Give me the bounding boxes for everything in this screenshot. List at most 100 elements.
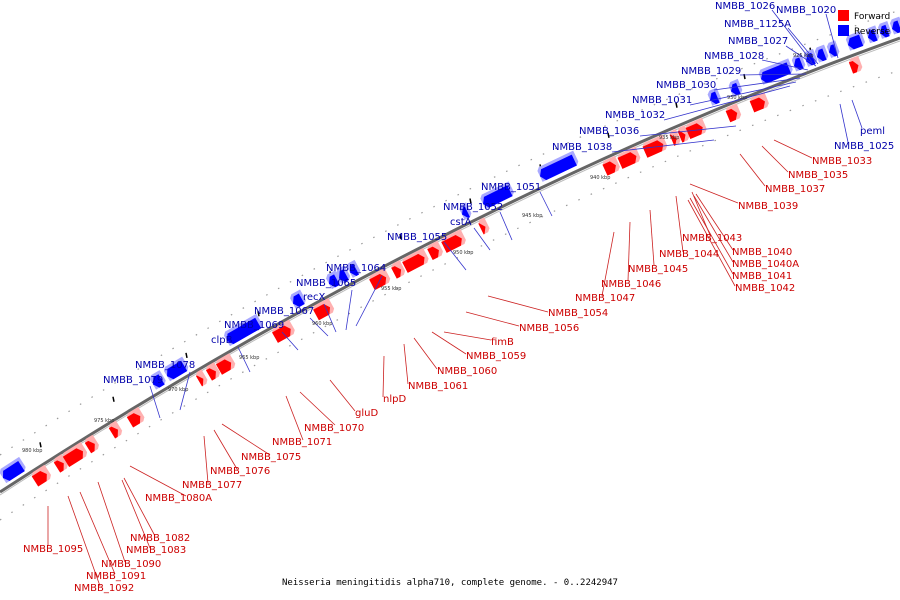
gene-label-nmbb-1060[interactable]: NMBB_1060 (437, 366, 497, 377)
gene-label-nmbb-1092[interactable]: NMBB_1092 (74, 583, 134, 594)
gene-rev-clpb[interactable] (223, 313, 264, 347)
gene-label-nmbb-1033[interactable]: NMBB_1033 (812, 156, 872, 167)
gene-label-nmbb-1046[interactable]: NMBB_1046 (601, 279, 661, 290)
gene-label-nmbb-1095[interactable]: NMBB_1095 (23, 544, 83, 555)
gene-fwd-nlpd[interactable] (390, 260, 407, 279)
gene-fwd-1047[interactable] (601, 155, 621, 176)
gene-fwd-1080a[interactable] (194, 369, 208, 387)
gene-rev-1125a[interactable] (865, 25, 881, 44)
gene-label-nmbb-1090[interactable]: NMBB_1090 (101, 559, 161, 570)
gene-label-nmbb-1035[interactable]: NMBB_1035 (788, 170, 848, 181)
gene-rev-recx[interactable] (335, 265, 352, 284)
gene-fwd-1083[interactable] (107, 420, 123, 439)
gene-label-nmbb-1091[interactable]: NMBB_1091 (86, 571, 146, 582)
gene-label-nmbb-1036[interactable]: NMBB_1036 (579, 126, 639, 137)
gene-rev-1078[interactable] (162, 356, 189, 382)
gene-rev-1030[interactable] (803, 48, 819, 67)
gene-label-nmbb-1027[interactable]: NMBB_1027 (728, 36, 788, 47)
gene-fwd-1082[interactable] (125, 406, 146, 428)
gene-rev-1036[interactable] (728, 78, 744, 97)
gene-fwd-1046[interactable] (616, 146, 641, 169)
gene-label-nmbb-1032[interactable]: NMBB_1032 (605, 110, 665, 121)
gene-label-nmbb-1070[interactable]: NMBB_1070 (304, 423, 364, 434)
gene-label-nmbb-1026[interactable]: NMBB_1026 (715, 1, 775, 12)
gene-label-nlpd[interactable]: nlpD (383, 394, 406, 405)
gene-rev-csta[interactable] (479, 181, 515, 210)
gene-label-peml[interactable]: peml (860, 126, 885, 137)
gene-label-nmbb-1042[interactable]: NMBB_1042 (735, 283, 795, 294)
gene-label-nmbb-1044[interactable]: NMBB_1044 (659, 249, 719, 260)
gene-fwd-1033[interactable] (848, 55, 864, 74)
gene-label-nmbb-1079[interactable]: NMBB_1079 (103, 375, 163, 386)
gene-label-nmbb-1043[interactable]: NMBB_1043 (682, 233, 742, 244)
gene-label-nmbb-1078[interactable]: NMBB_1078 (135, 360, 195, 371)
gene-label-nmbb-1077[interactable]: NMBB_1077 (182, 480, 242, 491)
gene-label-nmbb-1082[interactable]: NMBB_1082 (130, 533, 190, 544)
gene-label-nmbb-1069[interactable]: NMBB_1069 (224, 320, 284, 331)
gene-rev-1026[interactable] (877, 21, 892, 39)
gene-label-nmbb-1064[interactable]: NMBB_1064 (326, 263, 386, 274)
gene-label-nmbb-1080a[interactable]: NMBB_1080A (145, 493, 212, 504)
gene-fwd-glud[interactable] (368, 267, 392, 291)
gene-fwd-1061[interactable] (401, 248, 430, 273)
gene-label-nmbb-1061[interactable]: NMBB_1061 (408, 381, 468, 392)
gene-label-nmbb-1055[interactable]: NMBB_1055 (387, 232, 447, 243)
gene-rev-1020[interactable] (889, 16, 900, 35)
gene-label-nmbb-1056[interactable]: NMBB_1056 (519, 323, 579, 334)
gene-rev-1029[interactable] (814, 44, 830, 63)
gene-fwd-1045[interactable] (641, 134, 668, 158)
gene-label-nmbb-1067[interactable]: NMBB_1067 (254, 306, 314, 317)
gene-label-nmbb-1076[interactable]: NMBB_1076 (210, 466, 270, 477)
gene-fwd-1044[interactable] (668, 128, 681, 146)
gene-label-nmbb-1037[interactable]: NMBB_1037 (765, 184, 825, 195)
gene-fwd-1091[interactable] (61, 442, 88, 467)
gene-fwd-1090[interactable] (83, 434, 100, 454)
gene-label-nmbb-1039[interactable]: NMBB_1039 (738, 201, 798, 212)
gene-label-nmbb-1020[interactable]: NMBB_1020 (776, 5, 836, 16)
gene-label-nmbb-1025[interactable]: NMBB_1025 (834, 141, 894, 152)
gene-label-nmbb-1065[interactable]: NMBB_1065 (296, 278, 356, 289)
gene-label-nmbb-1052[interactable]: NMBB_1052 (443, 202, 503, 213)
gene-rev-1027[interactable] (845, 30, 866, 51)
gene-rev-1079[interactable] (148, 370, 167, 390)
gene-fwd-1095[interactable] (30, 464, 52, 487)
gene-label-nmbb-1041[interactable]: NMBB_1041 (732, 271, 792, 282)
gene-fwd-1077[interactable] (204, 362, 221, 381)
gene-label-nmbb-1031[interactable]: NMBB_1031 (632, 95, 692, 106)
gene-label-fimb[interactable]: fimB (491, 337, 514, 348)
gene-label-nmbb-1038[interactable]: NMBB_1038 (552, 142, 612, 153)
gene-rev-1038[interactable] (707, 87, 723, 106)
gene-label-nmbb-1051[interactable]: NMBB_1051 (481, 182, 541, 193)
gene-rev-1028[interactable] (826, 40, 841, 58)
gene-label-nmbb-1030[interactable]: NMBB_1030 (656, 80, 716, 91)
tick-mark (39, 442, 42, 448)
gene-label-nmbb-1071[interactable]: NMBB_1071 (272, 437, 332, 448)
gene-fwd-1042[interactable] (684, 117, 707, 140)
gene-rev-1065[interactable] (346, 259, 362, 278)
gene-label-nmbb-1040[interactable]: NMBB_1040 (732, 247, 792, 258)
gene-fwd-1039[interactable] (725, 103, 743, 123)
gene-label-recx[interactable]: recX (303, 292, 326, 303)
gene-rev-a[interactable] (0, 456, 27, 484)
gene-fwd-1060[interactable] (426, 240, 444, 260)
gene-rev-1051[interactable] (536, 150, 579, 182)
gene-label-nmbb-1054[interactable]: NMBB_1054 (548, 308, 608, 319)
gene-label-nmbb-1040a[interactable]: NMBB_1040A (732, 259, 799, 270)
gene-label-clpb[interactable]: clpB (211, 335, 233, 346)
gene-label-nmbb-1059[interactable]: NMBB_1059 (466, 351, 526, 362)
gene-rev-1055[interactable] (458, 202, 473, 220)
gene-label-nmbb-1047[interactable]: NMBB_1047 (575, 293, 635, 304)
gene-label-nmbb-1029[interactable]: NMBB_1029 (681, 66, 741, 77)
gene-label-nmbb-1125a[interactable]: NMBB_1125A (724, 19, 791, 30)
gene-label-csta[interactable]: cstA (450, 217, 472, 228)
gene-label-nmbb-1045[interactable]: NMBB_1045 (628, 264, 688, 275)
gene-label-glud[interactable]: gluD (355, 408, 378, 419)
gene-rev-1069[interactable] (289, 289, 308, 309)
gene-fwd-1076[interactable] (214, 353, 236, 375)
gene-fwd-1037[interactable] (749, 92, 770, 113)
gene-fwd-1056[interactable] (477, 217, 491, 235)
gene-fwd-1071[interactable] (271, 319, 297, 343)
gene-label-nmbb-1028[interactable]: NMBB_1028 (704, 51, 764, 62)
gene-label-nmbb-1083[interactable]: NMBB_1083 (126, 545, 186, 556)
gene-label-nmbb-1075[interactable]: NMBB_1075 (241, 452, 301, 463)
